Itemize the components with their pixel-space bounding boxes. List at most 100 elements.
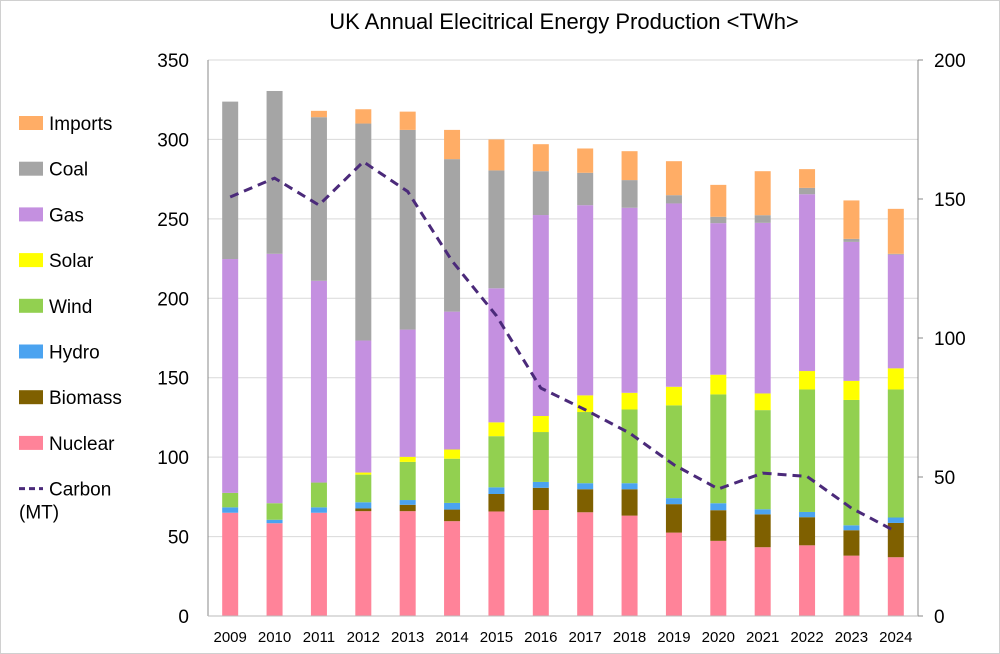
legend-label-biomass: Biomass — [49, 388, 122, 409]
bar-nuclear-2014 — [444, 521, 461, 616]
bar-wind-2017 — [577, 412, 594, 484]
bar-hydro-2024 — [887, 517, 904, 523]
bar-wind-2022 — [799, 389, 816, 512]
carbon-line — [229, 159, 897, 533]
y-tick-label: 150 — [157, 369, 189, 390]
bar-gas-2020 — [710, 223, 727, 375]
bar-biomass-2022 — [799, 517, 816, 546]
bar-hydro-2023 — [843, 525, 860, 531]
legend-label-coal: Coal — [49, 160, 88, 181]
bar-solar-2012 — [355, 472, 372, 475]
bar-biomass-2019 — [665, 504, 682, 533]
bar-wind-2020 — [710, 394, 727, 504]
bar-hydro-2019 — [665, 498, 682, 505]
bar-wind-2015 — [488, 436, 505, 488]
legend-label-gas: Gas — [49, 205, 84, 226]
bar-coal-2010 — [266, 90, 283, 254]
bar-nuclear-2010 — [266, 523, 283, 616]
bar-gas-2015 — [488, 288, 505, 423]
bar-hydro-2013 — [399, 500, 416, 505]
bar-nuclear-2020 — [710, 540, 727, 616]
bar-solar-2013 — [399, 456, 416, 462]
bar-coal-2016 — [532, 171, 549, 216]
bar-biomass-2016 — [532, 487, 549, 511]
y2-tick-label: 0 — [934, 607, 945, 628]
bar-imports-2023 — [843, 200, 860, 239]
bar-gas-2013 — [399, 329, 416, 457]
y-tick-label: 200 — [157, 289, 189, 310]
bar-imports-2021 — [754, 171, 771, 216]
bar-solar-2016 — [532, 415, 549, 433]
legend-swatch-gas — [19, 207, 43, 222]
bar-coal-2017 — [577, 172, 594, 206]
bar-imports-2017 — [577, 148, 594, 173]
bar-coal-2014 — [444, 159, 461, 312]
y2-tick-label: 200 — [934, 51, 966, 72]
bar-solar-2022 — [799, 371, 816, 390]
legend-label-solar: Solar — [49, 251, 94, 272]
bar-hydro-2011 — [310, 507, 327, 513]
bar-gas-2011 — [310, 280, 327, 483]
bar-hydro-2012 — [355, 502, 372, 509]
bar-biomass-2024 — [887, 522, 904, 558]
legend-swatch-wind — [19, 298, 43, 313]
bar-gas-2019 — [665, 203, 682, 387]
bar-hydro-2014 — [444, 502, 461, 510]
bar-coal-2019 — [665, 195, 682, 204]
legend-swatch-biomass — [19, 390, 43, 405]
bar-hydro-2010 — [266, 519, 283, 524]
bar-wind-2016 — [532, 432, 549, 482]
legend-swatch-solar — [19, 253, 43, 268]
bar-gas-2016 — [532, 215, 549, 416]
bar-gas-2014 — [444, 311, 461, 450]
legend-label-hydro: Hydro — [49, 343, 100, 364]
bar-nuclear-2019 — [665, 532, 682, 616]
bar-coal-2021 — [754, 215, 771, 223]
legend-label-wind: Wind — [49, 297, 92, 318]
bar-coal-2018 — [621, 180, 638, 208]
bar-hydro-2018 — [621, 483, 638, 490]
x-tick-label: 2012 — [347, 629, 380, 646]
x-tick-label: 2017 — [569, 629, 602, 646]
carbon-line-path — [229, 159, 897, 533]
y-tick-label: 300 — [157, 130, 189, 151]
bar-hydro-2015 — [488, 487, 505, 494]
bar-wind-2011 — [310, 482, 327, 508]
legend-swatch-imports — [19, 116, 43, 130]
bar-imports-2024 — [887, 208, 904, 254]
bar-nuclear-2013 — [399, 511, 416, 616]
x-tick-label: 2018 — [613, 629, 646, 646]
bar-solar-2020 — [710, 374, 727, 395]
chart-title: UK Annual Elecitrical Energy Production … — [329, 9, 799, 34]
x-tick-label: 2019 — [657, 629, 690, 646]
x-tick-label: 2014 — [435, 629, 468, 646]
bar-coal-2012 — [355, 123, 372, 341]
bar-nuclear-2016 — [532, 510, 549, 616]
bar-coal-2022 — [799, 187, 816, 195]
bar-solar-2015 — [488, 422, 505, 437]
x-tick-label: 2016 — [524, 629, 557, 646]
bar-imports-2011 — [310, 110, 327, 118]
bar-biomass-2012 — [355, 508, 372, 512]
x-tick-label: 2009 — [214, 629, 247, 646]
bar-nuclear-2009 — [222, 512, 239, 616]
bar-imports-2014 — [444, 129, 461, 160]
bar-solar-2023 — [843, 380, 860, 400]
x-tick-label: 2021 — [746, 629, 779, 646]
bar-imports-2015 — [488, 139, 505, 171]
bar-coal-2023 — [843, 238, 860, 242]
y-tick-label: 350 — [157, 51, 189, 72]
bar-solar-2019 — [665, 386, 682, 406]
bar-solar-2014 — [444, 449, 461, 459]
axes: 0 50 100 150 200 250 300 350 0 50 100 150 200 2009 201… — [157, 51, 965, 646]
bar-hydro-2016 — [532, 481, 549, 488]
bar-nuclear-2023 — [843, 555, 860, 616]
bar-biomass-2021 — [754, 514, 771, 548]
bar-imports-2012 — [355, 109, 372, 124]
bar-solar-2018 — [621, 392, 638, 410]
x-tick-label: 2022 — [790, 629, 823, 646]
bar-nuclear-2022 — [799, 545, 816, 616]
bar-biomass-2018 — [621, 489, 638, 516]
